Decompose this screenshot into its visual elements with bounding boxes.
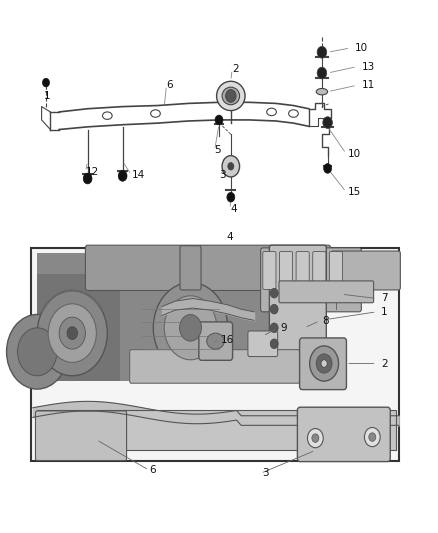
Text: 6: 6 bbox=[166, 80, 173, 90]
Circle shape bbox=[48, 304, 96, 362]
Ellipse shape bbox=[222, 87, 240, 104]
FancyBboxPatch shape bbox=[297, 407, 390, 462]
Circle shape bbox=[316, 354, 332, 373]
FancyBboxPatch shape bbox=[331, 251, 400, 290]
Text: 1: 1 bbox=[44, 91, 51, 101]
Text: 4: 4 bbox=[230, 204, 237, 214]
Circle shape bbox=[227, 192, 235, 202]
Circle shape bbox=[317, 67, 327, 79]
FancyBboxPatch shape bbox=[261, 248, 361, 312]
Text: 13: 13 bbox=[361, 62, 374, 71]
Circle shape bbox=[153, 282, 228, 373]
Circle shape bbox=[18, 328, 57, 376]
Text: 5: 5 bbox=[215, 146, 221, 155]
Text: 3: 3 bbox=[219, 170, 226, 180]
Text: 7: 7 bbox=[381, 294, 388, 303]
FancyBboxPatch shape bbox=[248, 331, 278, 357]
FancyBboxPatch shape bbox=[329, 252, 343, 289]
Text: 8: 8 bbox=[322, 316, 328, 326]
Circle shape bbox=[83, 173, 92, 184]
Text: 6: 6 bbox=[149, 465, 155, 475]
FancyBboxPatch shape bbox=[263, 252, 276, 289]
Circle shape bbox=[222, 156, 240, 177]
Text: 3: 3 bbox=[262, 469, 268, 478]
Text: 12: 12 bbox=[85, 167, 99, 176]
Circle shape bbox=[364, 427, 380, 447]
Ellipse shape bbox=[207, 333, 224, 349]
Text: 2: 2 bbox=[381, 359, 388, 368]
Circle shape bbox=[37, 290, 107, 376]
Text: 10: 10 bbox=[348, 149, 361, 158]
Ellipse shape bbox=[267, 108, 276, 116]
FancyBboxPatch shape bbox=[37, 410, 396, 450]
Circle shape bbox=[323, 117, 332, 128]
Ellipse shape bbox=[316, 88, 328, 95]
Text: 2: 2 bbox=[232, 64, 239, 74]
Ellipse shape bbox=[289, 110, 298, 117]
FancyBboxPatch shape bbox=[279, 252, 293, 289]
Ellipse shape bbox=[102, 112, 112, 119]
Circle shape bbox=[180, 314, 201, 341]
Circle shape bbox=[270, 339, 278, 349]
Circle shape bbox=[312, 434, 319, 442]
Circle shape bbox=[118, 171, 127, 181]
FancyBboxPatch shape bbox=[102, 257, 319, 377]
Circle shape bbox=[310, 346, 339, 381]
Circle shape bbox=[67, 327, 78, 340]
Circle shape bbox=[42, 78, 49, 87]
FancyBboxPatch shape bbox=[279, 281, 374, 303]
Circle shape bbox=[270, 288, 278, 298]
FancyBboxPatch shape bbox=[300, 338, 346, 390]
FancyBboxPatch shape bbox=[296, 252, 309, 289]
Text: 4: 4 bbox=[226, 232, 233, 242]
Circle shape bbox=[270, 323, 278, 333]
Circle shape bbox=[59, 317, 85, 349]
Text: 14: 14 bbox=[131, 170, 145, 180]
FancyBboxPatch shape bbox=[180, 246, 201, 290]
FancyBboxPatch shape bbox=[37, 274, 120, 381]
FancyBboxPatch shape bbox=[269, 245, 326, 357]
FancyBboxPatch shape bbox=[130, 350, 300, 383]
Circle shape bbox=[270, 304, 278, 314]
Circle shape bbox=[226, 90, 236, 102]
Ellipse shape bbox=[216, 81, 245, 111]
Circle shape bbox=[317, 46, 327, 58]
Circle shape bbox=[164, 296, 217, 360]
Bar bbox=[31, 248, 399, 461]
Ellipse shape bbox=[151, 110, 160, 117]
Text: 15: 15 bbox=[348, 187, 361, 197]
Circle shape bbox=[7, 314, 68, 389]
FancyBboxPatch shape bbox=[199, 322, 233, 360]
Text: 1: 1 bbox=[381, 307, 388, 317]
Text: 11: 11 bbox=[361, 80, 374, 90]
Circle shape bbox=[324, 164, 332, 173]
Circle shape bbox=[321, 360, 327, 367]
Circle shape bbox=[215, 115, 223, 125]
Text: 10: 10 bbox=[355, 43, 368, 53]
FancyBboxPatch shape bbox=[313, 252, 326, 289]
Circle shape bbox=[228, 163, 234, 170]
Text: 9: 9 bbox=[280, 324, 287, 333]
Circle shape bbox=[369, 433, 376, 441]
Circle shape bbox=[307, 429, 323, 448]
FancyBboxPatch shape bbox=[37, 253, 309, 381]
Text: 16: 16 bbox=[221, 335, 234, 345]
FancyBboxPatch shape bbox=[35, 411, 127, 461]
FancyBboxPatch shape bbox=[85, 245, 331, 290]
